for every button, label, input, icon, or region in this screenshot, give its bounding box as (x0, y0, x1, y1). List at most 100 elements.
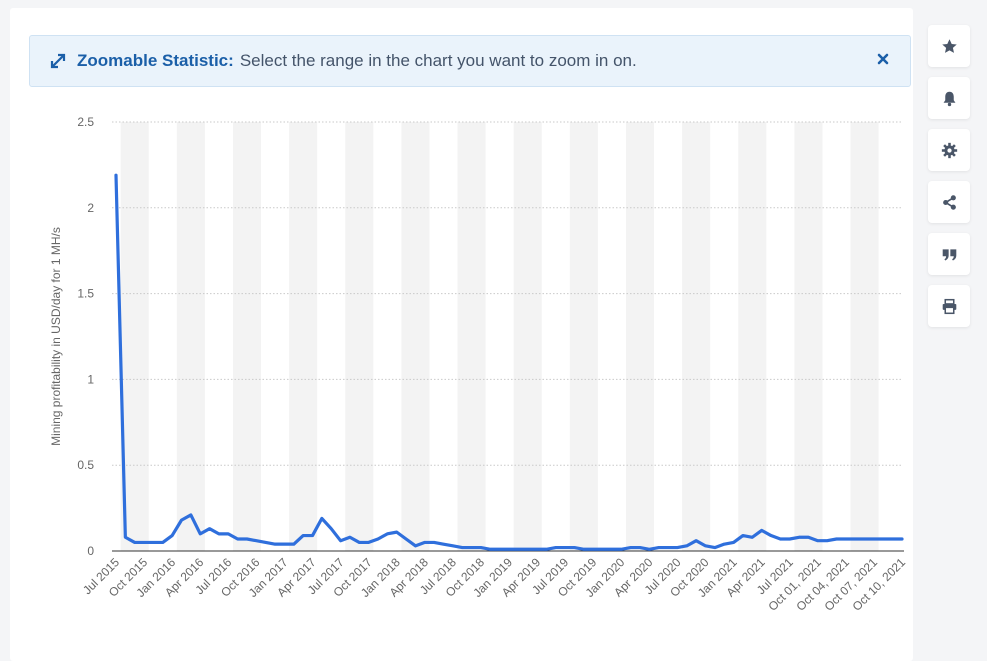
share-button[interactable] (928, 181, 970, 223)
data-point[interactable] (795, 533, 803, 541)
data-point[interactable] (804, 533, 812, 541)
data-point[interactable] (608, 545, 616, 553)
data-point[interactable] (889, 535, 897, 543)
data-point[interactable] (655, 544, 663, 552)
data-point[interactable] (346, 533, 354, 541)
data-point[interactable] (262, 538, 270, 546)
data-point[interactable] (692, 537, 700, 545)
data-point[interactable] (786, 535, 794, 543)
data-point[interactable] (814, 537, 822, 545)
data-point[interactable] (365, 538, 373, 546)
data-point[interactable] (524, 545, 532, 553)
data-point[interactable] (196, 530, 204, 538)
share-icon (942, 194, 956, 210)
data-point[interactable] (309, 532, 317, 540)
data-point[interactable] (673, 544, 681, 552)
data-point[interactable] (458, 544, 466, 552)
data-point[interactable] (140, 538, 148, 546)
data-point[interactable] (271, 540, 279, 548)
data-point[interactable] (337, 537, 345, 545)
favorite-button[interactable] (928, 25, 970, 67)
data-point[interactable] (861, 535, 869, 543)
y-axis-ticks: 0 0.5 1 1.5 2 2.5 (77, 115, 94, 558)
data-point[interactable] (374, 535, 382, 543)
data-point[interactable] (589, 545, 597, 553)
data-point[interactable] (215, 530, 223, 538)
data-point[interactable] (411, 542, 419, 550)
data-point[interactable] (131, 538, 139, 546)
data-point[interactable] (580, 545, 588, 553)
data-point[interactable] (645, 545, 653, 553)
data-point[interactable] (393, 528, 401, 536)
close-icon[interactable] (876, 51, 890, 65)
data-point[interactable] (683, 542, 691, 550)
data-point[interactable] (468, 544, 476, 552)
data-point[interactable] (168, 532, 176, 540)
data-point[interactable] (636, 544, 644, 552)
data-point[interactable] (440, 540, 448, 548)
data-point[interactable] (290, 540, 298, 548)
print-button[interactable] (928, 285, 970, 327)
data-point[interactable] (767, 532, 775, 540)
data-point[interactable] (178, 516, 186, 524)
data-point[interactable] (542, 545, 550, 553)
notification-button[interactable] (928, 77, 970, 119)
print-icon (942, 298, 956, 314)
data-point[interactable] (496, 545, 504, 553)
data-point[interactable] (851, 535, 859, 543)
data-point[interactable] (571, 544, 579, 552)
data-point[interactable] (280, 540, 288, 548)
data-point[interactable] (402, 535, 410, 543)
grid-lines (112, 121, 902, 466)
cite-button[interactable] (928, 233, 970, 275)
data-point[interactable] (617, 545, 625, 553)
data-point[interactable] (711, 544, 719, 552)
data-point[interactable] (421, 538, 429, 546)
data-point[interactable] (561, 544, 569, 552)
data-point[interactable] (730, 538, 738, 546)
y-axis-label: Mining profitability in USD/day for 1 MH… (49, 227, 63, 446)
data-point[interactable] (823, 537, 831, 545)
data-point[interactable] (898, 535, 906, 543)
data-point[interactable] (112, 171, 120, 179)
data-point[interactable] (599, 545, 607, 553)
data-point[interactable] (739, 532, 747, 540)
data-point[interactable] (842, 535, 850, 543)
data-point[interactable] (318, 514, 326, 522)
data-point[interactable] (299, 532, 307, 540)
data-point[interactable] (383, 530, 391, 538)
data-point[interactable] (486, 545, 494, 553)
data-point[interactable] (514, 545, 522, 553)
data-point[interactable] (224, 530, 232, 538)
data-point[interactable] (505, 545, 513, 553)
data-point[interactable] (748, 533, 756, 541)
data-point[interactable] (159, 538, 167, 546)
data-point[interactable] (627, 544, 635, 552)
data-point[interactable] (234, 535, 242, 543)
data-point[interactable] (664, 544, 672, 552)
settings-button[interactable] (928, 129, 970, 171)
data-point[interactable] (243, 535, 251, 543)
y-tick-label: 1.5 (77, 287, 94, 301)
data-point[interactable] (252, 537, 260, 545)
series-line[interactable] (114, 173, 904, 551)
data-point[interactable] (149, 538, 157, 546)
data-point[interactable] (702, 542, 710, 550)
data-point[interactable] (327, 525, 335, 533)
data-point[interactable] (758, 526, 766, 534)
data-point[interactable] (449, 542, 457, 550)
data-point[interactable] (879, 535, 887, 543)
data-point[interactable] (477, 544, 485, 552)
data-point[interactable] (355, 538, 363, 546)
data-point[interactable] (833, 535, 841, 543)
data-point[interactable] (206, 525, 214, 533)
data-point[interactable] (430, 538, 438, 546)
data-point[interactable] (121, 533, 129, 541)
data-point[interactable] (552, 544, 560, 552)
data-point[interactable] (870, 535, 878, 543)
data-point[interactable] (776, 535, 784, 543)
data-point[interactable] (720, 540, 728, 548)
data-point[interactable] (533, 545, 541, 553)
data-point[interactable] (187, 511, 195, 519)
